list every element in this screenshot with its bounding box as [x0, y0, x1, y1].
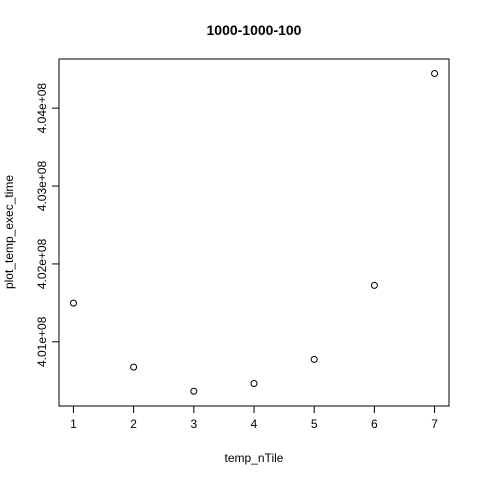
y-tick-label: 4.04e+08 — [35, 83, 49, 134]
y-axis-label: plot_temp_exec_time — [2, 175, 16, 289]
data-point — [69, 299, 77, 307]
x-tick-label: 5 — [311, 417, 318, 431]
data-point — [130, 363, 138, 371]
chart-title: 1000-1000-100 — [207, 22, 302, 38]
x-tick-label: 2 — [130, 417, 137, 431]
y-tick-label: 4.01e+08 — [35, 316, 49, 367]
x-axis-label: temp_nTile — [225, 451, 284, 465]
data-point — [250, 379, 258, 387]
x-axis: 1 2 3 4 5 6 7 — [70, 405, 438, 431]
data-point — [370, 281, 378, 289]
y-tick-label: 4.02e+08 — [35, 238, 49, 289]
data-point — [310, 355, 318, 363]
x-tick-label: 3 — [190, 417, 197, 431]
plot-frame — [58, 58, 450, 407]
data-point — [190, 387, 198, 395]
y-axis: 4.01e+08 4.02e+08 4.03e+08 4.04e+08 — [35, 83, 60, 367]
x-tick-label: 1 — [70, 417, 77, 431]
x-tick-label: 4 — [251, 417, 258, 431]
x-tick-label: 7 — [431, 417, 438, 431]
x-tick-label: 6 — [371, 417, 378, 431]
data-point — [431, 69, 439, 77]
y-tick-label: 4.03e+08 — [35, 161, 49, 212]
data-points — [69, 69, 439, 395]
